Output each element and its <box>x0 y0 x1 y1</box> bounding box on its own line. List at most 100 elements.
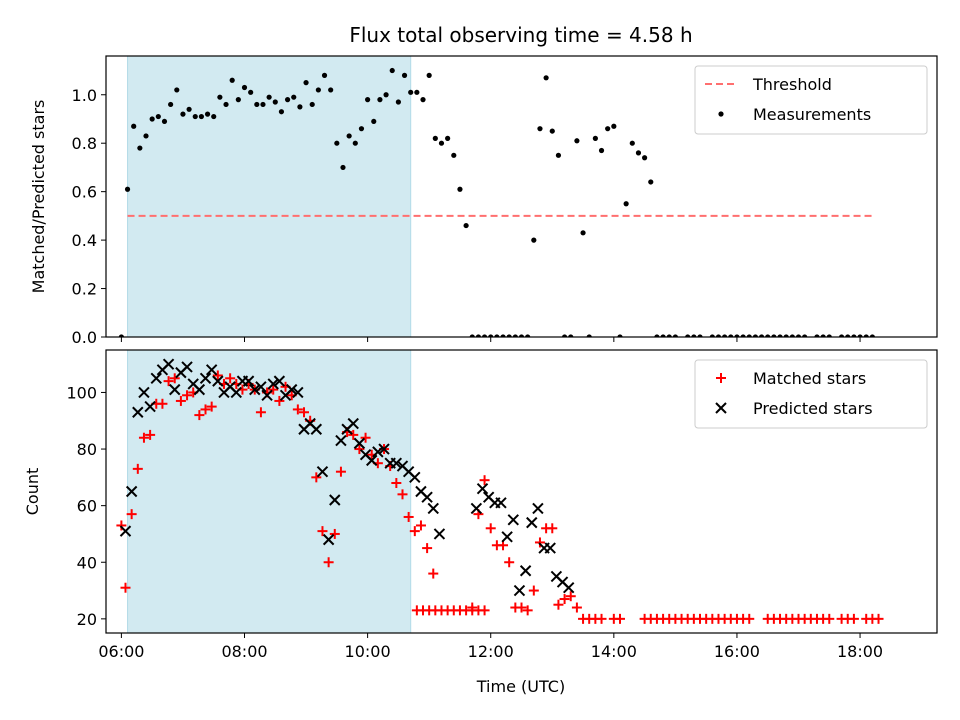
data-point <box>531 237 537 243</box>
data-point <box>120 582 131 593</box>
data-point <box>488 334 494 337</box>
data-point <box>629 140 635 146</box>
data-point <box>354 444 365 455</box>
data-point <box>169 373 180 384</box>
data-point <box>150 372 162 385</box>
data-point <box>248 89 254 95</box>
data-point <box>225 373 236 384</box>
data-point <box>360 432 371 443</box>
data-point <box>765 334 771 337</box>
data-point <box>485 523 496 534</box>
data-point <box>317 526 328 537</box>
data-point <box>261 389 273 401</box>
data-point <box>824 613 835 624</box>
y-tick-label: 0.4 <box>72 231 97 250</box>
data-point <box>169 383 181 396</box>
data-point <box>144 400 156 413</box>
data-point <box>230 386 242 399</box>
data-point <box>371 118 377 125</box>
data-point <box>192 113 198 120</box>
data-point <box>116 520 127 531</box>
data-point <box>138 386 150 399</box>
data-point <box>186 106 192 112</box>
data-point <box>403 511 414 522</box>
observing-span <box>127 56 412 337</box>
legend-handle <box>718 111 724 117</box>
legend: Threshold Measurements <box>694 65 928 135</box>
data-point <box>303 80 309 86</box>
data-point <box>697 334 703 337</box>
data-point <box>571 602 582 613</box>
data-point <box>118 334 124 337</box>
axes-frame <box>105 349 938 634</box>
data-point <box>174 87 180 93</box>
data-point <box>672 334 678 337</box>
data-point <box>200 404 211 415</box>
x-axis-title: Time (UTC) <box>476 677 565 696</box>
data-point <box>561 334 568 337</box>
data-point <box>292 386 304 399</box>
data-point <box>848 613 859 624</box>
data-point <box>592 135 598 141</box>
data-point <box>691 334 697 337</box>
data-point <box>654 334 660 337</box>
data-point <box>746 334 752 337</box>
data-point <box>401 72 408 78</box>
data-point <box>722 334 728 337</box>
data-point <box>347 417 359 430</box>
y-axis-title: Count <box>23 468 42 516</box>
data-point <box>783 334 789 337</box>
data-point <box>291 94 297 100</box>
data-point <box>685 334 691 337</box>
data-point <box>149 116 155 122</box>
data-point <box>553 599 564 610</box>
data-point <box>353 437 366 450</box>
y-tick-label: 0.2 <box>72 280 97 299</box>
data-point <box>132 406 144 418</box>
x-tick-label: 18:00 <box>837 642 883 661</box>
data-point <box>212 375 224 387</box>
data-point <box>547 523 558 534</box>
data-point <box>500 334 506 337</box>
data-point <box>635 150 642 156</box>
data-point <box>432 135 438 141</box>
data-point <box>427 502 439 515</box>
plot-area <box>118 56 875 337</box>
x-tick-label: 12:00 <box>468 642 514 661</box>
data-point <box>254 101 260 108</box>
data-point <box>863 334 869 337</box>
legend-handle <box>716 373 726 383</box>
data-point <box>516 602 527 613</box>
data-point <box>543 75 549 81</box>
data-point <box>709 334 715 337</box>
data-point <box>193 383 206 396</box>
data-point <box>278 109 285 115</box>
data-point <box>157 398 168 409</box>
data-point <box>205 364 218 376</box>
data-point <box>268 384 279 395</box>
data-point <box>229 77 235 83</box>
data-point <box>433 528 446 540</box>
data-point <box>752 334 759 337</box>
data-point <box>519 565 532 577</box>
data-point <box>125 485 138 498</box>
data-point <box>568 334 574 337</box>
data-point <box>504 557 515 568</box>
series-1 <box>119 358 575 597</box>
data-point <box>273 375 286 387</box>
y-tick-label: 0.0 <box>72 328 97 347</box>
legend-box <box>694 359 928 429</box>
data-point <box>137 145 143 151</box>
data-point <box>528 585 539 596</box>
data-point <box>335 434 347 447</box>
data-point <box>420 97 426 103</box>
data-point <box>378 443 390 455</box>
data-point <box>211 113 217 120</box>
data-point <box>217 94 223 100</box>
data-point <box>204 111 211 117</box>
data-point <box>777 334 783 337</box>
data-point <box>598 147 605 154</box>
data-point <box>438 140 445 146</box>
data-point <box>534 537 545 548</box>
